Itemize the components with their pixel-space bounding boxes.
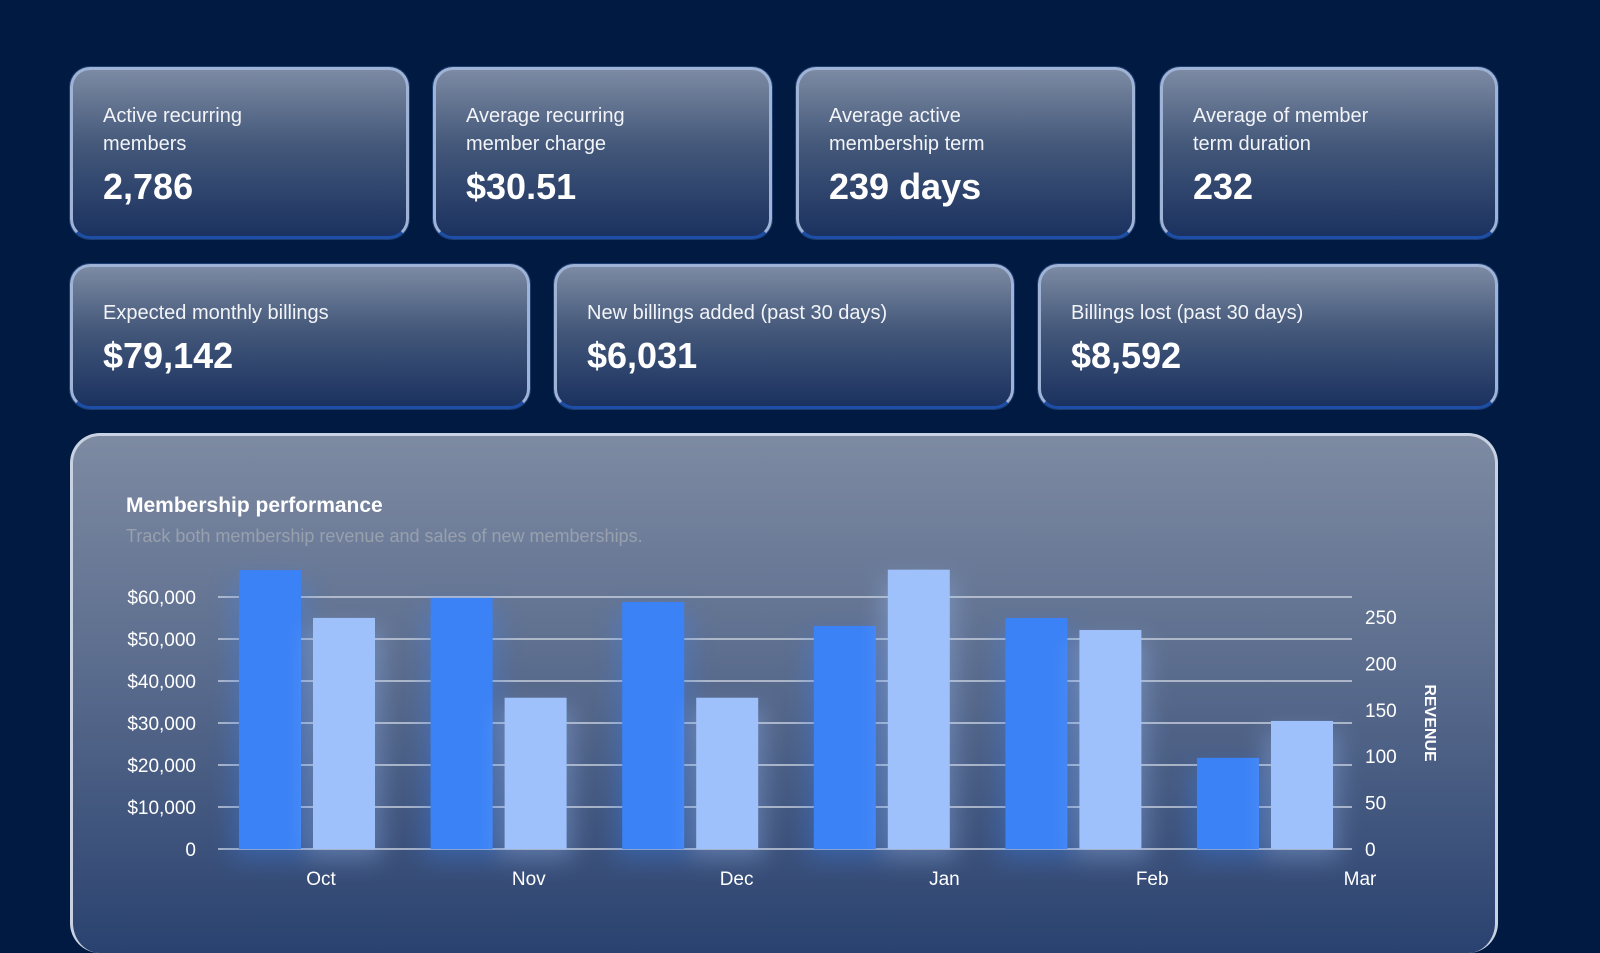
kpi-value: 232 (1193, 166, 1254, 207)
kpi-card-billings-lost: Billings lost (past 30 days) $8,592 (1038, 264, 1498, 409)
kpi-value: $8,592 (1071, 335, 1182, 376)
x-tick-label: Nov (512, 869, 546, 890)
kpi-value: $30.51 (466, 166, 577, 207)
kpi-card-avg-term: Average active membership term 239 days (796, 67, 1135, 239)
bar-new-memberships (504, 697, 567, 849)
bar-new-memberships (1079, 629, 1142, 849)
kpi-label: Billings lost (past 30 days) (1071, 302, 1304, 324)
bar-revenue (239, 570, 301, 849)
kpi-label: Average of member term duration (1193, 105, 1369, 155)
x-tick-label: Oct (306, 869, 336, 890)
kpi-card-new-billings: New billings added (past 30 days) $6,031 (554, 264, 1014, 409)
right-tick-label: 200 (1365, 654, 1397, 675)
bar-new-memberships (696, 697, 759, 849)
kpi-value: 2,786 (103, 166, 194, 207)
right-tick-label: 100 (1365, 747, 1397, 768)
kpi-label: Average recurring member charge (466, 105, 625, 155)
kpi-label: Expected monthly billings (103, 302, 329, 324)
bar-new-memberships (887, 569, 950, 849)
kpi-label: Active recurring members (103, 105, 242, 155)
right-tick-label: 0 (1365, 840, 1376, 861)
left-tick-label: 0 (185, 840, 196, 861)
x-tick-label: Mar (1344, 869, 1377, 890)
x-tick-label: Feb (1136, 869, 1169, 890)
x-tick-label: Jan (929, 869, 960, 890)
bar-revenue (1197, 757, 1259, 849)
kpi-value: 239 days (829, 166, 982, 207)
x-tick-label: Dec (720, 869, 754, 890)
kpi-value: $6,031 (587, 335, 698, 376)
kpi-value: $79,142 (103, 335, 234, 376)
bar-new-memberships (313, 617, 375, 849)
right-tick-label: 250 (1365, 608, 1397, 629)
bar-revenue (1005, 618, 1068, 849)
kpi-label: Average active membership term (829, 105, 985, 155)
bar-revenue (813, 625, 876, 849)
kpi-card-term-duration: Average of member term duration 232 (1160, 67, 1498, 239)
bar-revenue (430, 597, 493, 849)
left-tick-label: $60,000 (127, 588, 196, 609)
chart-title: Membership performance (126, 494, 383, 517)
left-tick-label: $50,000 (127, 630, 196, 651)
left-tick-label: $20,000 (127, 756, 196, 777)
kpi-label: New billings added (past 30 days) (587, 302, 888, 324)
left-tick-label: $40,000 (127, 672, 196, 693)
kpi-card-expected-billings: Expected monthly billings $79,142 (70, 264, 530, 409)
kpi-card-active-members: Active recurring members 2,786 (70, 67, 409, 239)
left-tick-label: $10,000 (127, 798, 196, 819)
left-tick-label: $30,000 (127, 714, 196, 735)
right-axis-label: REVENUE (1421, 684, 1438, 762)
right-tick-label: 50 (1365, 794, 1386, 815)
kpi-card-avg-charge: Average recurring member charge $30.51 (433, 67, 772, 239)
bar-revenue (622, 602, 685, 849)
bar-new-memberships (1271, 720, 1333, 849)
chart-subtitle: Track both membership revenue and sales … (126, 526, 643, 546)
right-tick-label: 150 (1365, 701, 1397, 722)
